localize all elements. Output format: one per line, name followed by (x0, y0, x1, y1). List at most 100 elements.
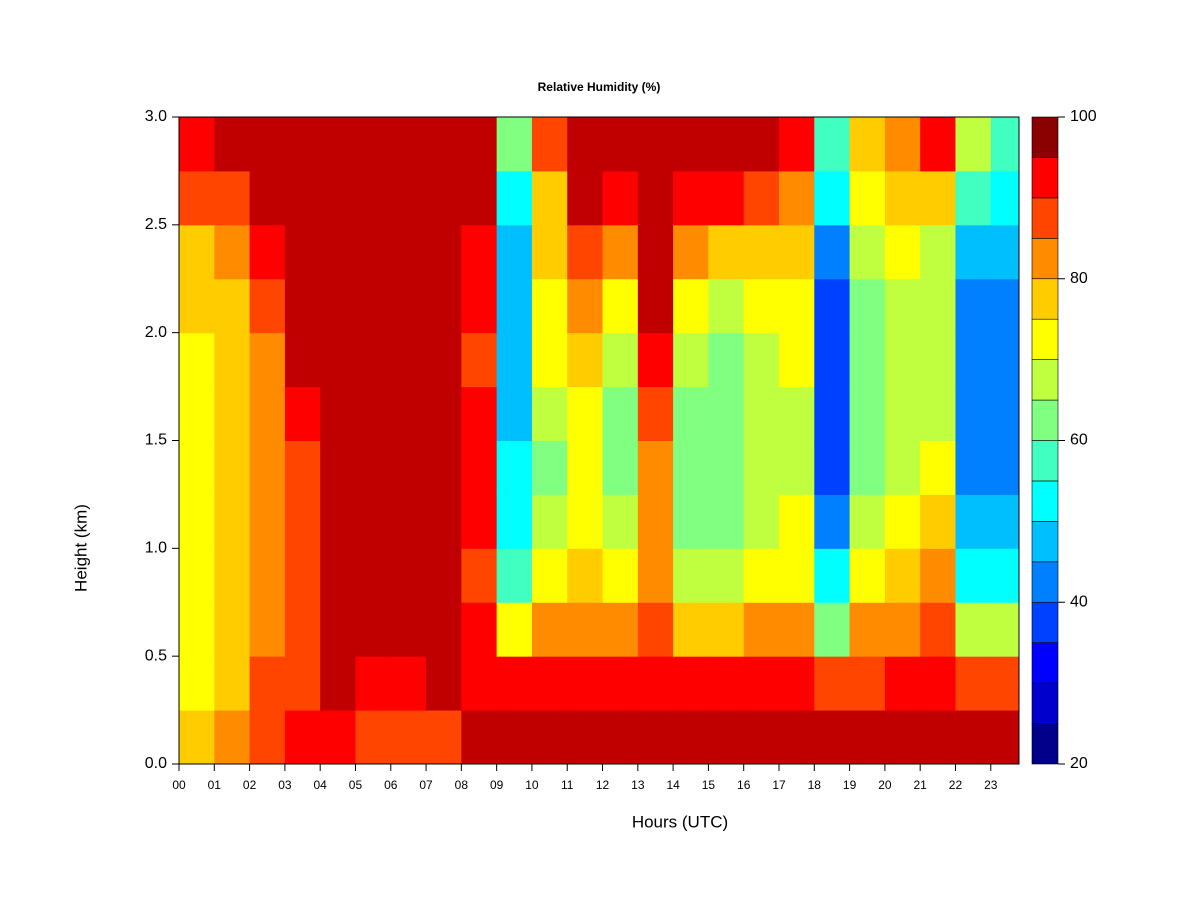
heat-cell (990, 548, 1020, 603)
heat-cell (179, 602, 215, 657)
heat-cell (779, 656, 815, 711)
heat-cell (884, 278, 921, 334)
heat-cell (637, 332, 674, 388)
heat-cell (673, 548, 709, 603)
heat-cell (955, 224, 992, 280)
heat-cell (390, 548, 427, 603)
heat-cell (461, 332, 498, 388)
colorbar-band (1031, 601, 1059, 643)
heat-cell (320, 440, 356, 495)
heat-cell (708, 440, 745, 495)
heat-cell (814, 332, 851, 388)
heat-cell (461, 386, 498, 441)
heat-cell (637, 710, 674, 765)
heat-cell (990, 117, 1020, 172)
heat-cell (531, 440, 568, 495)
heat-cell (779, 386, 815, 441)
heat-cell (390, 440, 427, 495)
heat-cell (531, 710, 568, 765)
x-tick-label: 18 (808, 778, 822, 792)
heat-cell (426, 548, 462, 603)
x-tick-label: 23 (984, 778, 998, 792)
heat-cell (602, 332, 639, 388)
heat-cell (567, 440, 604, 495)
heat-cell (637, 224, 674, 280)
heat-cell (249, 170, 286, 226)
heat-cell (884, 656, 921, 711)
heat-cell (426, 278, 462, 334)
colorbar-band (1031, 157, 1059, 199)
heat-cell (955, 494, 992, 549)
heat-cell (779, 548, 815, 603)
colorbar-tick-label: 60 (1070, 432, 1088, 449)
heat-cell (284, 656, 321, 711)
heat-cell (461, 548, 498, 603)
y-tick-label: 0.0 (145, 755, 167, 772)
y-tick-label: 3.0 (145, 108, 167, 125)
heat-cell (673, 710, 709, 765)
heat-cell (390, 224, 427, 280)
heat-cell (249, 548, 286, 603)
heat-cell (390, 170, 427, 226)
heat-cell (461, 440, 498, 495)
heat-cell (955, 386, 992, 441)
heat-cell (320, 117, 356, 172)
heat-cell (637, 117, 674, 172)
heat-cell (779, 710, 815, 765)
x-tick-label: 07 (419, 778, 433, 792)
heat-cell (673, 602, 709, 657)
heat-cell (779, 440, 815, 495)
heat-cell (637, 602, 674, 657)
heat-cell (214, 224, 251, 280)
heat-cell (849, 117, 886, 172)
heat-cell (849, 548, 886, 603)
colorbar-tick-label: 40 (1070, 593, 1088, 610)
heat-cell (320, 602, 356, 657)
heat-cell (849, 170, 886, 226)
x-tick-label: 12 (596, 778, 610, 792)
heat-cell (990, 656, 1020, 711)
heat-cell (990, 332, 1020, 388)
heat-cell (849, 278, 886, 334)
heat-cell (884, 494, 921, 549)
heat-cell (567, 170, 604, 226)
heat-cell (355, 710, 392, 765)
x-tick-label: 15 (702, 778, 716, 792)
heat-cell (284, 170, 321, 226)
heat-cell (990, 440, 1020, 495)
heat-cell (708, 117, 745, 172)
colorbar-band (1031, 480, 1059, 522)
heat-cell (320, 494, 356, 549)
heat-cell (602, 656, 639, 711)
heat-cell (884, 170, 921, 226)
heat-cell (779, 170, 815, 226)
heat-cell (637, 548, 674, 603)
heat-cell (179, 548, 215, 603)
y-tick-label: 1.0 (145, 540, 167, 557)
heat-cell (673, 440, 709, 495)
heat-cell (779, 224, 815, 280)
heat-cell (461, 278, 498, 334)
heat-cell (673, 117, 709, 172)
heat-cell (214, 494, 251, 549)
x-tick-label: 19 (843, 778, 857, 792)
heat-cell (743, 548, 780, 603)
colorbar-band (1031, 318, 1059, 360)
heat-cell (849, 386, 886, 441)
heat-cell (567, 494, 604, 549)
heat-cell (673, 278, 709, 334)
heat-cell (602, 386, 639, 441)
heat-cell (214, 278, 251, 334)
heat-cell (214, 117, 251, 172)
heat-cell (249, 224, 286, 280)
heat-cell (320, 170, 356, 226)
heat-cell (426, 117, 462, 172)
heat-cell (602, 170, 639, 226)
x-tick-label: 13 (631, 778, 645, 792)
heat-cell (637, 386, 674, 441)
heat-cell (884, 117, 921, 172)
heat-cell (884, 332, 921, 388)
x-tick-label: 21 (913, 778, 927, 792)
heat-cell (496, 656, 533, 711)
